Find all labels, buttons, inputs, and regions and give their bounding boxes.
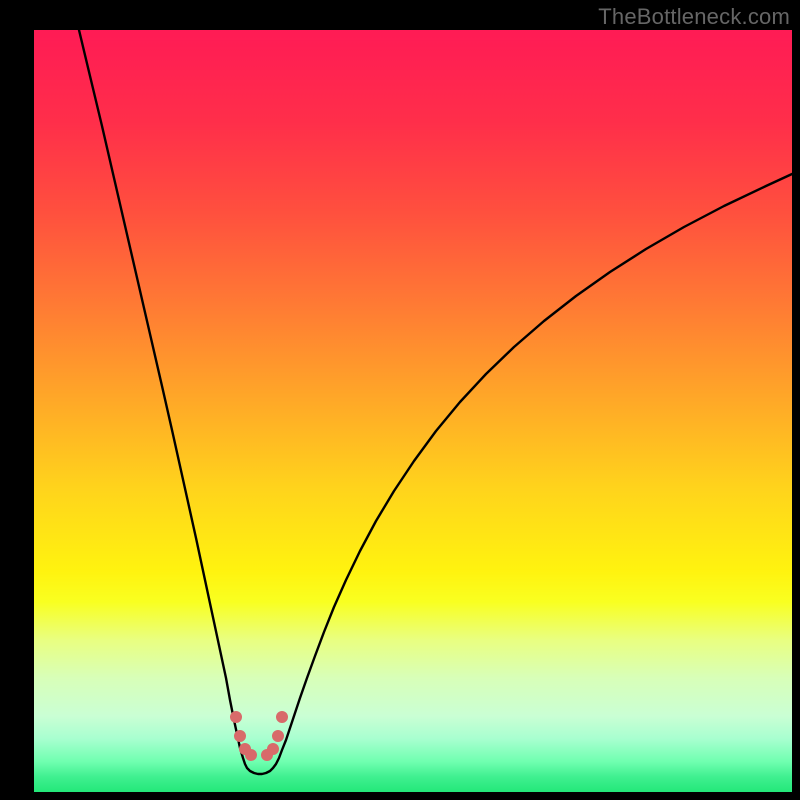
curve-marker — [277, 712, 288, 723]
watermark-text: TheBottleneck.com — [598, 4, 790, 30]
curve-marker — [246, 750, 257, 761]
curve-marker — [235, 731, 246, 742]
curve-marker — [273, 731, 284, 742]
curve-marker — [231, 712, 242, 723]
plot-area — [34, 30, 792, 792]
bottleneck-curve — [34, 30, 792, 792]
curve-marker — [268, 744, 279, 755]
chart-canvas: TheBottleneck.com — [0, 0, 800, 800]
